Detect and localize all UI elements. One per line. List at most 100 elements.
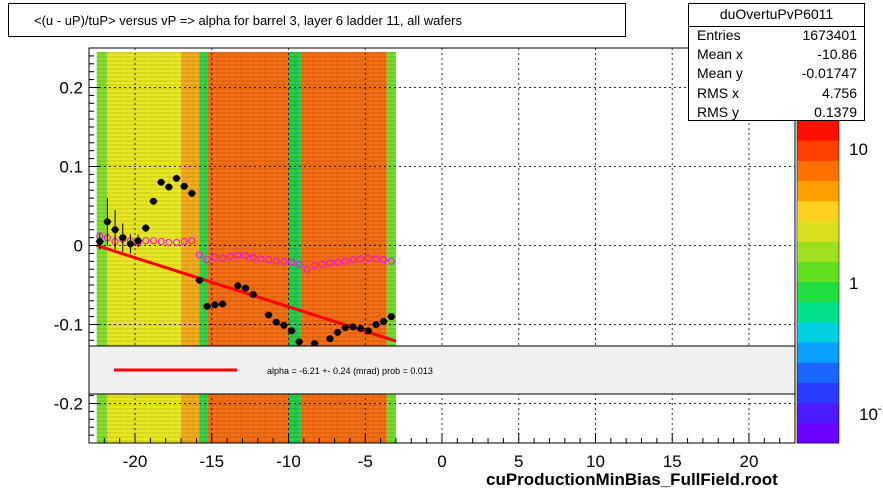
open-profile-point — [326, 259, 334, 267]
black-profile-point — [188, 189, 196, 197]
color-bar-segment — [797, 200, 839, 222]
x-tick-label: -20 — [123, 452, 148, 471]
open-profile-point — [334, 258, 342, 266]
color-bar-segment — [797, 321, 839, 343]
open-profile-point — [372, 255, 380, 263]
open-profile-point — [203, 256, 211, 264]
open-profile-point — [295, 260, 303, 268]
black-profile-point — [203, 302, 211, 310]
open-profile-point — [165, 238, 173, 246]
black-profile-point — [326, 335, 334, 343]
stats-value: -0.01747 — [801, 65, 857, 81]
black-profile-point — [196, 276, 204, 284]
open-profile-point — [257, 255, 265, 263]
x-tick-label: 5 — [514, 452, 523, 471]
color-bar-segment — [797, 362, 839, 383]
black-profile-point — [387, 313, 395, 321]
open-profile-point — [280, 257, 288, 265]
black-profile-point — [249, 290, 257, 298]
open-profile-point — [380, 256, 388, 264]
black-profile-point — [372, 321, 380, 328]
black-profile-point — [242, 284, 250, 292]
black-profile-point — [349, 323, 357, 331]
x-tick-label: 0 — [437, 452, 446, 471]
open-profile-point — [357, 255, 365, 263]
black-profile-points — [95, 174, 396, 347]
open-profile-point — [142, 237, 150, 245]
axes: -20 -15 -10 -5 0 5 10 15 20 -0.2 -0.1 0 0.1 0.2 — [54, 47, 796, 471]
color-bar-segment — [797, 382, 839, 404]
stats-row-rms-x: RMS x 4.756 — [697, 85, 857, 103]
stats-value: 0.1379 — [814, 104, 857, 120]
black-profile-point — [211, 301, 219, 309]
color-bar-segment — [797, 281, 839, 303]
y-tick-label: 0.1 — [59, 158, 83, 177]
black-profile-point — [180, 182, 188, 190]
color-bar — [796, 119, 840, 444]
stats-label: RMS y — [697, 104, 739, 120]
colorbar-label-10: 10 — [849, 140, 868, 159]
black-profile-point — [96, 238, 104, 246]
stats-value: -10.86 — [817, 46, 857, 62]
open-profile-point — [226, 253, 234, 261]
stats-row-rms-y: RMS y 0.1379 — [697, 104, 857, 122]
colorbar-label-exp: -1 — [878, 403, 883, 415]
black-profile-point — [334, 328, 342, 336]
open-profile-point — [172, 238, 180, 246]
open-profile-point — [149, 237, 157, 245]
black-profile-point — [272, 318, 280, 326]
x-tick-label: 15 — [663, 452, 682, 471]
open-profile-point — [249, 253, 257, 261]
black-profile-point — [172, 174, 180, 182]
open-profile-point — [341, 257, 349, 265]
heatmap-band-texture — [181, 52, 200, 443]
color-bar-segment — [797, 220, 839, 242]
black-profile-point — [234, 282, 242, 290]
black-profile-point — [165, 183, 173, 191]
y-tick-label: -0.2 — [54, 395, 83, 414]
open-profile-point — [318, 260, 326, 268]
stats-row-entries: Entries 1673401 — [697, 27, 857, 45]
black-profile-point — [380, 317, 388, 325]
color-bar-segment — [797, 301, 839, 323]
black-profile-point — [341, 324, 349, 332]
color-bar-segment — [797, 160, 839, 182]
black-profile-point — [103, 218, 111, 226]
chart-title: <(u - uP)/tuP> versus vP => alpha for ba… — [34, 13, 463, 28]
color-bar-segment — [797, 342, 839, 363]
black-profile-point — [149, 197, 157, 205]
black-profile-point — [311, 339, 319, 347]
open-profile-point — [196, 251, 204, 259]
open-profile-point — [288, 258, 296, 266]
black-profile-point — [280, 321, 288, 329]
color-bar-segment — [797, 180, 839, 202]
title-box: <(u - uP)/tuP> versus vP => alpha for ba… — [8, 3, 626, 37]
open-profile-point — [234, 251, 242, 259]
open-profile-point — [272, 257, 280, 265]
heatmap-band-texture — [386, 52, 396, 443]
stats-divider — [689, 26, 864, 27]
stats-value: 1673401 — [802, 27, 857, 43]
black-profile-point — [219, 300, 227, 308]
color-bar-segment — [797, 422, 839, 444]
stats-box: duOvertuPvP6011 Entries 1673401 Mean x -… — [688, 3, 865, 121]
color-bar-segment — [797, 261, 839, 282]
y-tick-label: -0.1 — [54, 316, 83, 335]
x-tick-label: 10 — [586, 452, 605, 471]
black-profile-point — [119, 234, 127, 242]
open-profile-point — [188, 237, 196, 245]
open-profile-point — [211, 253, 219, 261]
open-profile-point — [265, 256, 273, 264]
black-profile-point — [142, 224, 150, 232]
y-tick-label: 0 — [74, 237, 83, 256]
color-bar-segment — [797, 140, 839, 161]
heatmap-band-texture — [288, 52, 301, 443]
black-profile-point — [126, 240, 134, 248]
stats-label: Entries — [697, 27, 741, 43]
open-profile-point — [219, 254, 227, 262]
black-profile-point — [295, 338, 303, 346]
stats-row-mean-y: Mean y -0.01747 — [697, 65, 857, 83]
open-profile-point — [303, 265, 311, 273]
stats-label: Mean x — [697, 46, 743, 62]
